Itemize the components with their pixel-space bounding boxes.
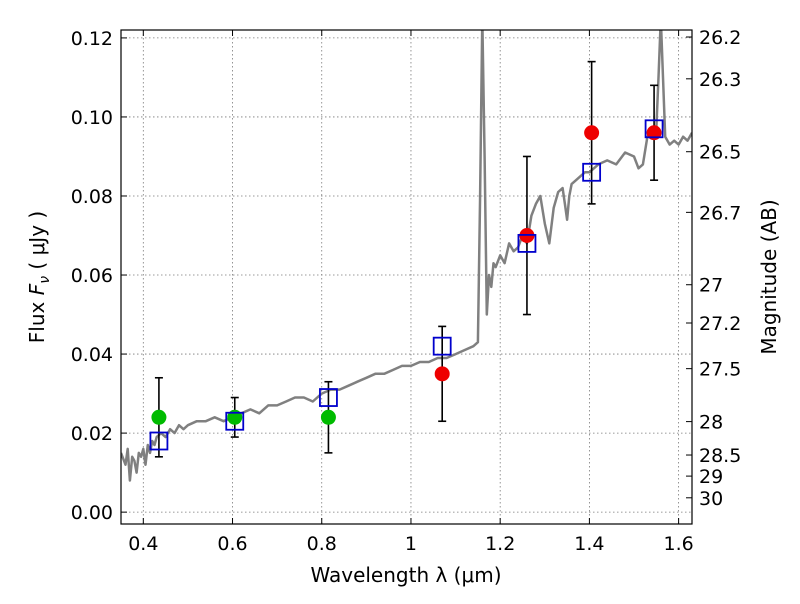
model-spectrum-line <box>121 30 692 482</box>
y2-tick-label: 28 <box>699 412 723 434</box>
grid-layer <box>121 30 692 524</box>
y2-tick-label: 27.5 <box>699 359 741 381</box>
model-band-square <box>149 431 169 451</box>
y-axis-label-var: F <box>25 283 49 295</box>
y2-tick-label: 29 <box>699 466 723 488</box>
y-tick-label: 0.02 <box>71 423 113 445</box>
y-axis-label-sub: ν <box>37 276 53 284</box>
y-tick-label: 0.00 <box>71 502 113 524</box>
y2-tick-label: 26.2 <box>699 27 741 49</box>
model-band-square <box>432 336 452 356</box>
optical-point <box>320 409 336 425</box>
y2-tick-label: 26.3 <box>699 69 741 91</box>
y-axis-label: Flux Fν ( μJy ) <box>25 211 53 343</box>
y2-tick-label: 27.2 <box>699 313 741 335</box>
y-tick-label: 0.04 <box>71 344 113 366</box>
x-tick-label: 1.2 <box>485 533 515 555</box>
plot-frame <box>120 29 693 525</box>
x-tick-label: 1.4 <box>574 533 604 555</box>
y-tick-label: 0.06 <box>71 265 113 287</box>
x-tick-label: 1 <box>405 533 417 555</box>
x-axis-label: Wavelength λ (μm) <box>310 563 501 587</box>
y2-axis-label: Magnitude (AB) <box>757 199 781 354</box>
model-band-square <box>582 162 602 182</box>
model-band-square <box>225 411 245 431</box>
y-axis-label-suffix: ( μJy ) <box>25 211 49 276</box>
infrared-point <box>434 366 450 382</box>
data-layer <box>121 30 692 482</box>
y2-tick-label: 27 <box>699 275 723 297</box>
model-band-square <box>517 234 537 253</box>
x-tick-label: 1.6 <box>664 533 694 555</box>
y2-tick-label: 28.5 <box>699 445 741 467</box>
infrared-point <box>584 125 600 141</box>
y-axis-label-prefix: Flux <box>25 295 49 343</box>
model-band-square <box>644 119 664 139</box>
x-tick-label: 0.6 <box>217 533 247 555</box>
y-tick-label: 0.08 <box>71 186 113 208</box>
y-tick-label: 0.12 <box>71 28 113 50</box>
y-tick-label: 0.10 <box>71 107 113 129</box>
x-tick-label: 0.8 <box>307 533 337 555</box>
x-tick-label: 0.4 <box>128 533 158 555</box>
optical-point <box>151 409 167 425</box>
y2-tick-label: 26.5 <box>699 142 741 164</box>
tick-layer: 0.4 0.6 0.8 1 1.2 1.4 1.6 0.00 0.02 0.04 0.06 0.08 0… <box>71 27 742 555</box>
model-band-square <box>319 388 338 407</box>
y2-tick-label: 30 <box>699 488 723 510</box>
y2-tick-label: 26.7 <box>699 202 741 224</box>
